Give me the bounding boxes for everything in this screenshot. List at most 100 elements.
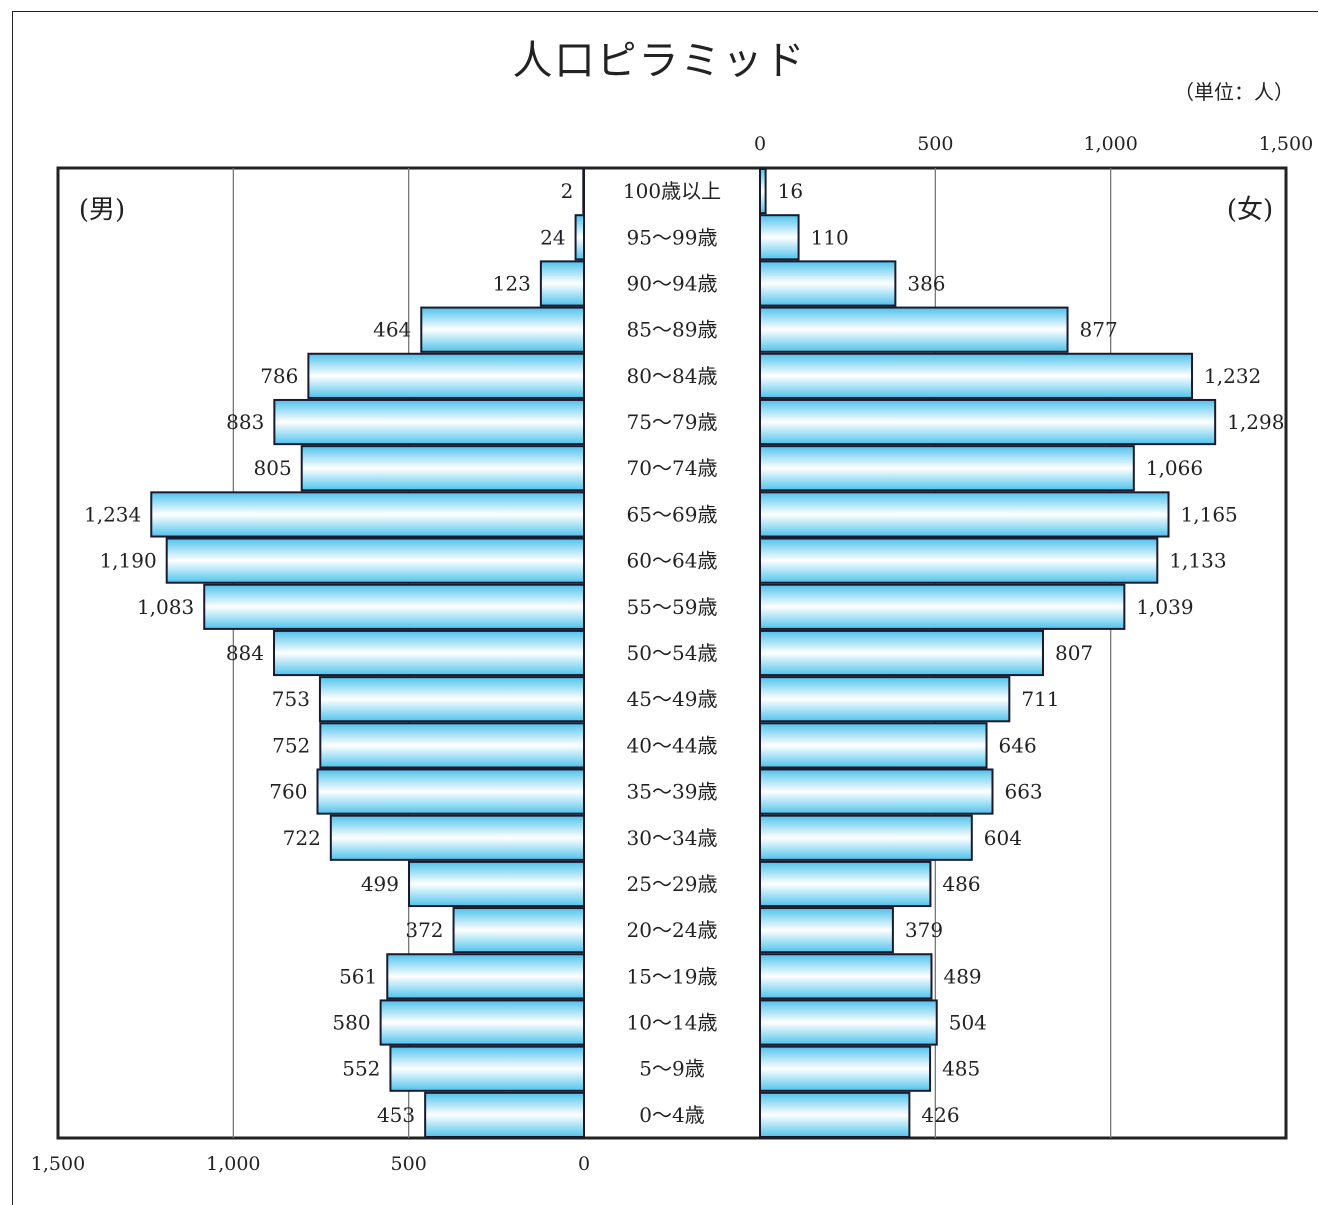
female-bar (759, 260, 897, 307)
x-tick-label-right: 1,000 (1083, 133, 1137, 155)
age-group-label: 85〜89歳 (627, 318, 718, 342)
female-bar (759, 629, 1044, 677)
male-bar (452, 907, 585, 954)
chart-title: 人口ピラミッド (512, 38, 807, 84)
x-tick-label-left: 0 (578, 1153, 590, 1175)
female-value-label: 1,298 (1227, 410, 1284, 434)
age-group-label: 100歳以上 (623, 179, 721, 203)
age-group-label: 70〜74歳 (627, 456, 718, 480)
x-tick-label-right: 1,500 (1259, 133, 1313, 155)
female-bar (759, 814, 973, 861)
male-bar (408, 860, 585, 908)
male-bar (574, 214, 585, 261)
male-bar (273, 629, 585, 677)
female-bar (759, 214, 800, 261)
female-value-label: 604 (984, 826, 1022, 850)
male-value-label: 722 (283, 826, 321, 850)
age-group-label: 90〜94歳 (627, 271, 718, 295)
female-bar (759, 583, 1126, 630)
male-bar (319, 722, 585, 769)
male-bar (273, 398, 585, 446)
female-bar (759, 1091, 911, 1139)
male-bar (300, 445, 585, 492)
plot-area (56, 166, 1288, 1140)
female-label: (女) (1227, 195, 1273, 225)
male-value-label: 760 (269, 780, 307, 804)
male-value-label: 372 (405, 918, 443, 942)
age-group-label: 50〜54歳 (627, 641, 718, 665)
male-value-label: 884 (226, 641, 264, 665)
male-bar (316, 768, 585, 815)
male-bar (379, 999, 586, 1046)
x-tick-label-left: 1,000 (206, 1153, 260, 1175)
male-bar (389, 1045, 585, 1092)
age-group-label: 80〜84歳 (627, 364, 718, 388)
age-group-label: 65〜69歳 (627, 502, 718, 526)
male-bar (539, 260, 585, 307)
female-bar (759, 537, 1159, 584)
chart-frame (12, 11, 1318, 1205)
male-bar (329, 814, 585, 861)
age-group-label: 40〜44歳 (627, 733, 718, 757)
age-group-label: 55〜59歳 (627, 595, 718, 619)
female-value-label: 386 (907, 271, 945, 295)
female-value-label: 379 (905, 918, 943, 942)
male-bar (150, 491, 585, 538)
x-tick-label-left: 1,500 (31, 1153, 85, 1175)
male-value-label: 1,234 (84, 502, 141, 526)
female-value-label: 711 (1021, 687, 1059, 711)
male-value-label: 123 (493, 271, 531, 295)
age-group-label: 35〜39歳 (627, 780, 718, 804)
male-value-label: 24 (540, 225, 565, 249)
female-bar (759, 953, 933, 1000)
male-value-label: 2 (561, 179, 574, 203)
female-bar (759, 445, 1135, 492)
male-bar (307, 352, 585, 399)
female-bar (759, 352, 1194, 399)
male-value-label: 499 (361, 872, 399, 896)
female-bar (759, 768, 994, 815)
male-value-label: 883 (226, 410, 264, 434)
x-tick-label-right: 0 (754, 133, 766, 155)
male-value-label: 1,083 (137, 595, 194, 619)
male-value-label: 552 (342, 1057, 380, 1081)
male-bar (203, 583, 585, 630)
female-bar (759, 860, 932, 908)
female-value-label: 16 (778, 179, 803, 203)
female-value-label: 485 (942, 1057, 980, 1081)
female-bar (759, 722, 988, 769)
male-bar (318, 676, 585, 723)
female-value-label: 1,066 (1146, 456, 1203, 480)
female-value-label: 663 (1004, 780, 1042, 804)
age-group-label: 0〜4歳 (639, 1103, 704, 1127)
male-value-label: 752 (272, 733, 310, 757)
age-group-label: 20〜24歳 (627, 918, 718, 942)
age-group-label: 30〜34歳 (627, 826, 718, 850)
age-group-label: 75〜79歳 (627, 410, 718, 434)
female-value-label: 486 (942, 872, 980, 896)
male-value-label: 561 (339, 964, 377, 988)
male-bar (424, 1091, 586, 1139)
female-value-label: 1,165 (1181, 502, 1238, 526)
male-value-label: 453 (377, 1103, 415, 1127)
unit-label: （単位：人） (1174, 80, 1294, 104)
female-value-label: 489 (943, 964, 981, 988)
age-group-label: 5〜9歳 (639, 1057, 704, 1081)
female-bar (759, 168, 767, 215)
female-value-label: 1,039 (1136, 595, 1193, 619)
male-bar (165, 537, 585, 584)
male-value-label: 1,190 (99, 549, 156, 573)
female-value-label: 504 (949, 1011, 987, 1035)
female-bar (759, 398, 1217, 446)
male-bar (386, 953, 585, 1000)
female-value-label: 426 (921, 1103, 959, 1127)
female-value-label: 877 (1080, 318, 1118, 342)
male-label: (男) (79, 195, 125, 225)
age-group-label: 15〜19歳 (627, 964, 718, 988)
age-group-label: 45〜49歳 (627, 687, 718, 711)
female-value-label: 807 (1055, 641, 1093, 665)
female-bar (759, 1045, 932, 1092)
female-value-label: 110 (811, 225, 849, 249)
male-value-label: 464 (373, 318, 411, 342)
